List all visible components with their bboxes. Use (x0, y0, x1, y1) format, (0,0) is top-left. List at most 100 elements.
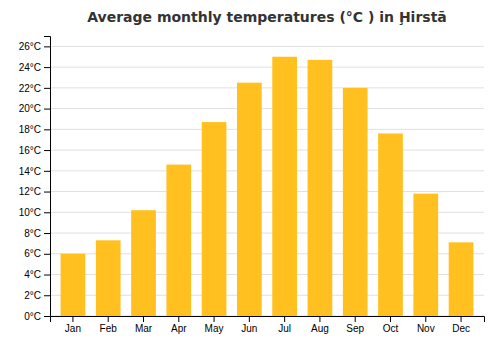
x-axis-line (51, 317, 485, 323)
x-axis: Jan Feb Mar Apr May Jun Jul Aug Sep Oct Nov Dec (51, 316, 485, 334)
x-tick: Dec (452, 316, 470, 334)
x-tick: Jun (241, 316, 257, 334)
grid-line (50, 170, 484, 171)
x-tick-label: Mar (135, 323, 153, 334)
title: Average monthly temperatures (°C ) in Ḩi… (87, 9, 447, 25)
y-tick: 4°C (24, 269, 50, 280)
x-tick-label: Apr (171, 323, 187, 334)
bar (413, 194, 438, 316)
y-tick-label: 18°C (19, 124, 41, 135)
x-tick: Jan (65, 316, 81, 334)
grid-line (50, 191, 484, 192)
y-tick: 18°C (19, 124, 50, 135)
x-tick-mark (143, 316, 144, 322)
y-tick-mark (44, 192, 50, 193)
grid (50, 46, 484, 316)
bar (96, 240, 121, 316)
y-tick: 26°C (19, 41, 50, 52)
grid-line (50, 129, 484, 130)
bar (131, 210, 156, 316)
x-tick: May (205, 316, 224, 334)
x-tick-label: Jun (241, 323, 257, 334)
y-tick: 16°C (19, 145, 50, 156)
bar (272, 57, 297, 316)
y-tick-mark (44, 67, 50, 68)
x-tick-label: Sep (346, 323, 364, 334)
y-tick-label: 24°C (19, 62, 41, 73)
y-tick-mark (44, 46, 50, 47)
bar (343, 88, 368, 316)
y-tick-mark (44, 129, 50, 130)
x-tick-label: Aug (311, 323, 329, 334)
y-tick-label: 20°C (19, 103, 41, 114)
x-tick-mark (108, 316, 109, 322)
y-tick: 6°C (24, 248, 50, 259)
bar (378, 133, 403, 316)
y-tick-mark (44, 316, 50, 317)
x-tick: Feb (100, 316, 118, 334)
chart: Jan Feb Mar Apr May Jun Jul Aug Sep Oct Nov Dec 0°C 2… (0, 0, 500, 350)
x-tick-mark (178, 316, 179, 322)
y-tick-mark (44, 254, 50, 255)
y-tick-mark (44, 171, 50, 172)
y-tick-mark (44, 233, 50, 234)
y-axis: 0°C 2°C 4°C 6°C 8°C 10°C 12°C 14°C 16°C 18°C 20°C 2… (19, 37, 51, 322)
y-tick: 8°C (24, 228, 50, 239)
x-tick: Mar (135, 316, 153, 334)
y-tick: 10°C (19, 207, 50, 218)
x-tick: Aug (311, 316, 329, 334)
x-tick-mark (284, 316, 285, 322)
y-tick-label: 4°C (24, 269, 41, 280)
x-tick-label: Jul (278, 323, 291, 334)
y-tick: 20°C (19, 103, 50, 114)
x-tick-mark (249, 316, 250, 322)
y-tick-label: 2°C (24, 290, 41, 301)
grid-line (50, 150, 484, 151)
grid-line (50, 46, 484, 47)
y-tick: 12°C (19, 186, 50, 197)
x-tick-mark (214, 316, 215, 322)
y-tick-mark (44, 212, 50, 213)
x-tick-mark (355, 316, 356, 322)
x-tick-label: Feb (100, 323, 118, 334)
y-tick: 22°C (19, 83, 50, 94)
bar (237, 83, 262, 316)
y-tick: 24°C (19, 62, 50, 73)
x-tick-mark (461, 316, 462, 322)
y-tick-mark (44, 275, 50, 276)
y-tick-label: 26°C (19, 41, 41, 52)
y-tick-label: 22°C (19, 83, 41, 94)
y-tick-mark (44, 295, 50, 296)
bars (61, 57, 474, 316)
y-tick-label: 6°C (24, 248, 41, 259)
plot: Jan Feb Mar Apr May Jun Jul Aug Sep Oct Nov Dec 0°C 2… (19, 37, 485, 335)
bar (61, 254, 86, 316)
bar (308, 60, 333, 316)
y-tick-label: 16°C (19, 145, 41, 156)
x-tick-label: Nov (417, 323, 435, 334)
y-tick-mark (44, 88, 50, 89)
x-tick-label: May (205, 323, 224, 334)
x-tick: Nov (417, 316, 435, 334)
y-tick: 2°C (24, 290, 50, 301)
bar (202, 122, 227, 316)
x-tick-label: Oct (383, 323, 399, 334)
y-tick-label: 12°C (19, 186, 41, 197)
x-tick-label: Jan (65, 323, 81, 334)
x-tick-mark (319, 316, 320, 322)
x-tick-mark (390, 316, 391, 322)
y-tick-label: 8°C (24, 228, 41, 239)
grid-line (50, 87, 484, 88)
y-tick: 0°C (24, 311, 50, 322)
y-tick-mark (44, 109, 50, 110)
bar (166, 165, 191, 316)
grid-line (50, 67, 484, 68)
y-tick: 14°C (19, 166, 50, 177)
x-tick: Jul (278, 316, 291, 334)
y-tick-label: 14°C (19, 166, 41, 177)
x-tick: Apr (171, 316, 187, 334)
x-tick: Sep (346, 316, 364, 334)
y-axis-line (44, 37, 51, 317)
y-tick-label: 10°C (19, 207, 41, 218)
x-tick-mark (72, 316, 73, 322)
